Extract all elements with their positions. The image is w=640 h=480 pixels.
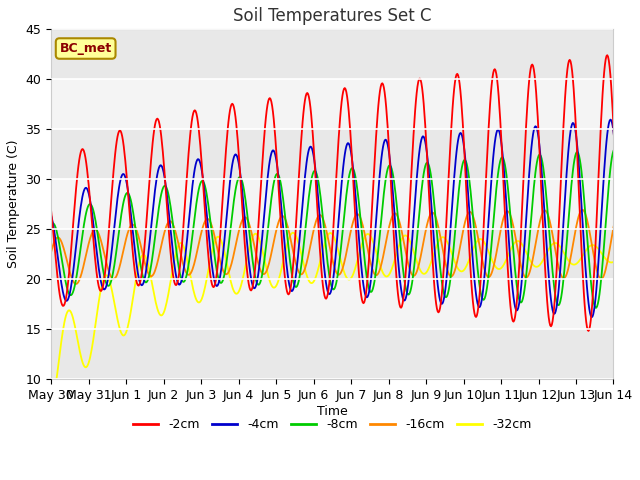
Line: -32cm: -32cm [51,233,614,412]
-32cm [611,259,618,264]
-2cm [585,328,593,334]
-32cm [289,230,297,236]
-4cm [536,149,544,155]
Legend: -2cm, -4cm, -8cm, -16cm, -32cm: -2cm, -4cm, -8cm, -16cm, -32cm [128,413,536,436]
-8cm [47,222,55,228]
Bar [51,279,614,329]
-4cm [169,250,177,256]
Text: BC_met: BC_met [60,42,112,55]
-8cm [605,173,613,179]
-16cm [579,207,586,213]
-16cm [474,237,482,242]
-32cm [193,298,201,304]
-32cm [537,261,545,266]
Line: -8cm: -8cm [51,149,614,308]
-4cm [47,213,55,218]
-8cm [592,305,600,311]
Y-axis label: Soil Temperature (C): Soil Temperature (C) [7,140,20,268]
-32cm [292,232,300,238]
-16cm [611,221,618,227]
-4cm [193,157,201,163]
-2cm [291,240,299,246]
-16cm [170,223,177,229]
-2cm [193,114,201,120]
-16cm [537,215,545,221]
-16cm [72,281,80,287]
Bar [51,179,614,229]
Bar [51,79,614,129]
-4cm [611,136,618,142]
Line: -4cm: -4cm [51,120,614,317]
-16cm [47,249,55,255]
-2cm [611,141,618,146]
-16cm [292,260,300,265]
Line: -16cm: -16cm [51,210,614,284]
-4cm [588,314,595,320]
-16cm [194,245,202,251]
Bar [51,129,614,179]
-8cm [169,221,177,227]
-8cm [474,266,481,272]
Title: Soil Temperatures Set C: Soil Temperatures Set C [233,7,431,25]
-2cm [607,72,614,78]
-8cm [193,195,201,201]
-2cm [169,272,177,277]
-4cm [605,118,613,124]
-32cm [47,409,55,415]
-8cm [291,283,299,289]
-4cm [607,117,614,122]
-8cm [611,146,618,152]
-4cm [291,280,299,286]
-2cm [47,208,55,214]
-8cm [536,152,544,157]
-2cm [604,52,611,58]
Bar [51,229,614,279]
Bar [51,29,614,79]
-32cm [474,237,482,243]
-2cm [536,160,544,166]
-16cm [607,242,614,248]
Line: -2cm: -2cm [51,55,614,331]
-32cm [605,259,613,265]
X-axis label: Time: Time [317,405,348,418]
-4cm [474,300,481,306]
-32cm [169,265,177,271]
-2cm [474,310,481,315]
Bar [51,329,614,379]
